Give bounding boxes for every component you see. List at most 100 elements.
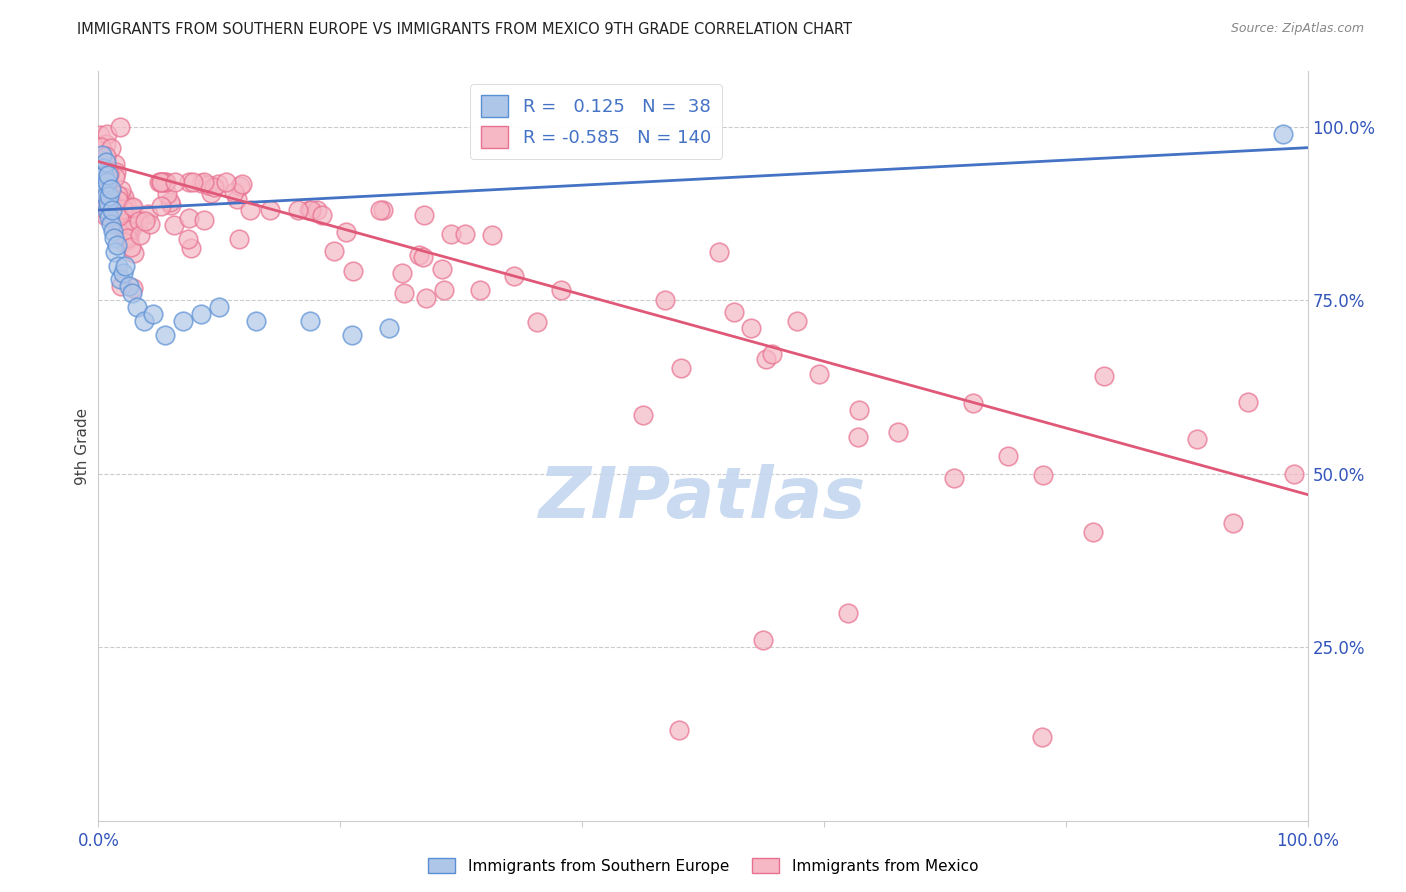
- Legend: Immigrants from Southern Europe, Immigrants from Mexico: Immigrants from Southern Europe, Immigra…: [422, 852, 984, 880]
- Point: [669, 361, 692, 376]
- Point: [413, 208, 436, 222]
- Point: [134, 213, 156, 227]
- Text: Source: ZipAtlas.com: Source: ZipAtlas.com: [1230, 22, 1364, 36]
- Point: [786, 314, 808, 328]
- Point: [550, 283, 572, 297]
- Legend: R =   0.125   N =  38, R = -0.585   N = 140: R = 0.125 N = 38, R = -0.585 N = 140: [470, 84, 721, 159]
- Point: [98, 206, 121, 220]
- Point: [323, 244, 346, 258]
- Point: [440, 227, 463, 242]
- Point: [1222, 516, 1244, 531]
- Point: [100, 203, 122, 218]
- Point: [837, 606, 859, 620]
- Point: [298, 203, 321, 218]
- Point: [335, 225, 357, 239]
- Point: [111, 202, 134, 216]
- Point: [121, 201, 143, 215]
- Point: [110, 120, 132, 134]
- Point: [107, 193, 129, 207]
- Point: [90, 180, 112, 194]
- Point: [89, 128, 111, 142]
- Point: [392, 285, 415, 300]
- Point: [101, 186, 124, 200]
- Point: [94, 149, 117, 163]
- Point: [98, 189, 121, 203]
- Point: [668, 723, 690, 738]
- Point: [122, 213, 145, 227]
- Point: [110, 217, 132, 231]
- Point: [96, 128, 118, 142]
- Point: [100, 182, 122, 196]
- Point: [150, 175, 173, 189]
- Point: [127, 300, 149, 314]
- Point: [207, 177, 229, 191]
- Point: [181, 175, 204, 189]
- Point: [98, 210, 121, 224]
- Point: [108, 272, 131, 286]
- Point: [96, 187, 118, 202]
- Point: [107, 209, 129, 223]
- Point: [156, 187, 179, 202]
- Point: [94, 189, 117, 203]
- Point: [193, 213, 215, 227]
- Point: [98, 202, 121, 216]
- Point: [481, 227, 503, 242]
- Point: [430, 262, 453, 277]
- Point: [122, 281, 145, 295]
- Point: [342, 328, 364, 343]
- Point: [117, 223, 139, 237]
- Point: [468, 283, 491, 297]
- Point: [415, 291, 437, 305]
- Point: [110, 278, 132, 293]
- Point: [1187, 432, 1209, 446]
- Point: [104, 157, 127, 171]
- Point: [122, 218, 145, 232]
- Point: [962, 396, 984, 410]
- Point: [153, 175, 176, 189]
- Point: [997, 450, 1019, 464]
- Point: [118, 226, 141, 240]
- Point: [177, 232, 200, 246]
- Point: [110, 183, 132, 197]
- Point: [1083, 525, 1105, 540]
- Point: [740, 320, 762, 334]
- Point: [122, 245, 145, 260]
- Point: [190, 307, 212, 321]
- Point: [129, 228, 152, 243]
- Point: [503, 268, 526, 283]
- Point: [104, 169, 127, 184]
- Point: [239, 203, 262, 218]
- Point: [155, 175, 177, 189]
- Point: [408, 248, 430, 262]
- Point: [148, 175, 170, 189]
- Y-axis label: 9th Grade: 9th Grade: [75, 408, 90, 484]
- Point: [90, 140, 112, 154]
- Point: [287, 203, 309, 218]
- Point: [121, 201, 143, 215]
- Point: [179, 175, 201, 189]
- Point: [97, 196, 120, 211]
- Point: [200, 186, 222, 200]
- Point: [96, 175, 118, 189]
- Point: [707, 244, 730, 259]
- Point: [90, 187, 112, 202]
- Point: [172, 314, 194, 328]
- Point: [226, 192, 249, 206]
- Point: [104, 244, 127, 259]
- Point: [97, 167, 120, 181]
- Point: [122, 208, 145, 222]
- Point: [1237, 394, 1260, 409]
- Point: [91, 201, 114, 215]
- Point: [118, 232, 141, 246]
- Point: [101, 212, 124, 227]
- Point: [90, 196, 112, 211]
- Point: [94, 168, 117, 182]
- Point: [110, 219, 132, 234]
- Point: [202, 180, 225, 194]
- Point: [311, 209, 333, 223]
- Point: [93, 155, 115, 169]
- Point: [163, 218, 186, 232]
- Point: [118, 279, 141, 293]
- Point: [259, 203, 281, 218]
- Point: [101, 224, 124, 238]
